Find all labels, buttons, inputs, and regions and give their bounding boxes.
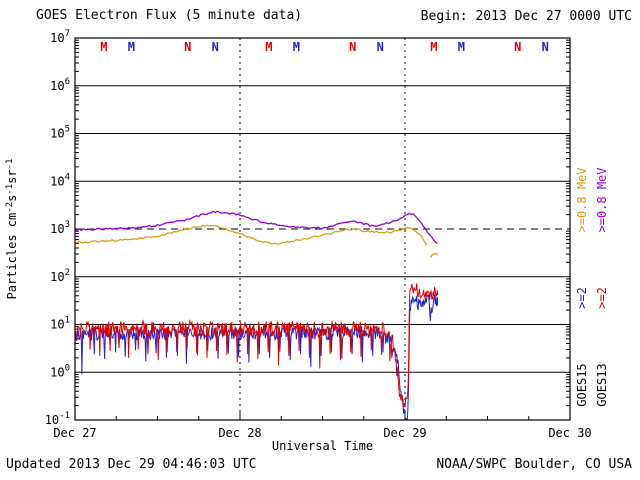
svg-text:M: M <box>100 40 107 54</box>
source-attribution: NOAA/SWPC Boulder, CO USA <box>436 457 632 472</box>
svg-text:M: M <box>458 40 465 54</box>
svg-text:Dec 29: Dec 29 <box>383 426 426 440</box>
svg-text:Dec 27: Dec 27 <box>53 426 96 440</box>
svg-text:N: N <box>514 40 521 54</box>
legend-goes15-energy-high-label: >=0.8 MeV <box>575 167 589 233</box>
svg-text:100: 100 <box>50 363 70 379</box>
svg-text:M: M <box>430 40 437 54</box>
svg-text:N: N <box>377 40 384 54</box>
svg-text:105: 105 <box>50 125 70 141</box>
axis-ticks <box>74 39 571 420</box>
x-axis-label: Universal Time <box>271 439 374 453</box>
svg-text:101: 101 <box>50 316 70 332</box>
svg-text:N: N <box>212 40 219 54</box>
legend-goes15-label: GOES15 <box>575 363 589 407</box>
series-goes13-e08 <box>75 210 438 244</box>
svg-text:103: 103 <box>50 220 70 236</box>
svg-text:M: M <box>293 40 300 54</box>
chart-title: GOES Electron Flux (5 minute data) <box>36 8 303 23</box>
svg-text:M: M <box>265 40 272 54</box>
svg-text:N: N <box>184 40 191 54</box>
plot-border <box>74 37 571 421</box>
legend-goes13-energy-high-label: >=0.8 MeV <box>595 167 609 233</box>
svg-text:Dec 28: Dec 28 <box>218 426 261 440</box>
svg-text:104: 104 <box>50 172 70 188</box>
svg-text:10-1: 10-1 <box>45 411 70 427</box>
gridlines <box>75 38 570 420</box>
series-goes13-e2 <box>75 283 439 408</box>
svg-text:102: 102 <box>50 268 70 284</box>
svg-text:107: 107 <box>50 29 70 45</box>
x-axis-tick-labels: Dec 27 Dec 28 Dec 29 Dec 30 <box>53 426 591 440</box>
begin-timestamp: Begin: 2013 Dec 27 0000 UTC <box>420 9 632 24</box>
y-axis-label: Particles cm-2s-1sr-1 <box>5 159 19 300</box>
svg-text:N: N <box>542 40 549 54</box>
legend-goes13-label: GOES13 <box>595 363 609 407</box>
svg-text:106: 106 <box>50 77 70 93</box>
svg-text:N: N <box>349 40 356 54</box>
y-axis-tick-labels: 10-1 100 101 102 103 104 105 106 107 <box>45 29 70 427</box>
series-goes15-e2 <box>75 293 439 420</box>
svg-text:Dec 30: Dec 30 <box>548 426 591 440</box>
svg-text:M: M <box>128 40 135 54</box>
series-goes15-e08 <box>75 224 438 258</box>
updated-timestamp: Updated 2013 Dec 29 04:46:03 UTC <box>6 457 257 472</box>
